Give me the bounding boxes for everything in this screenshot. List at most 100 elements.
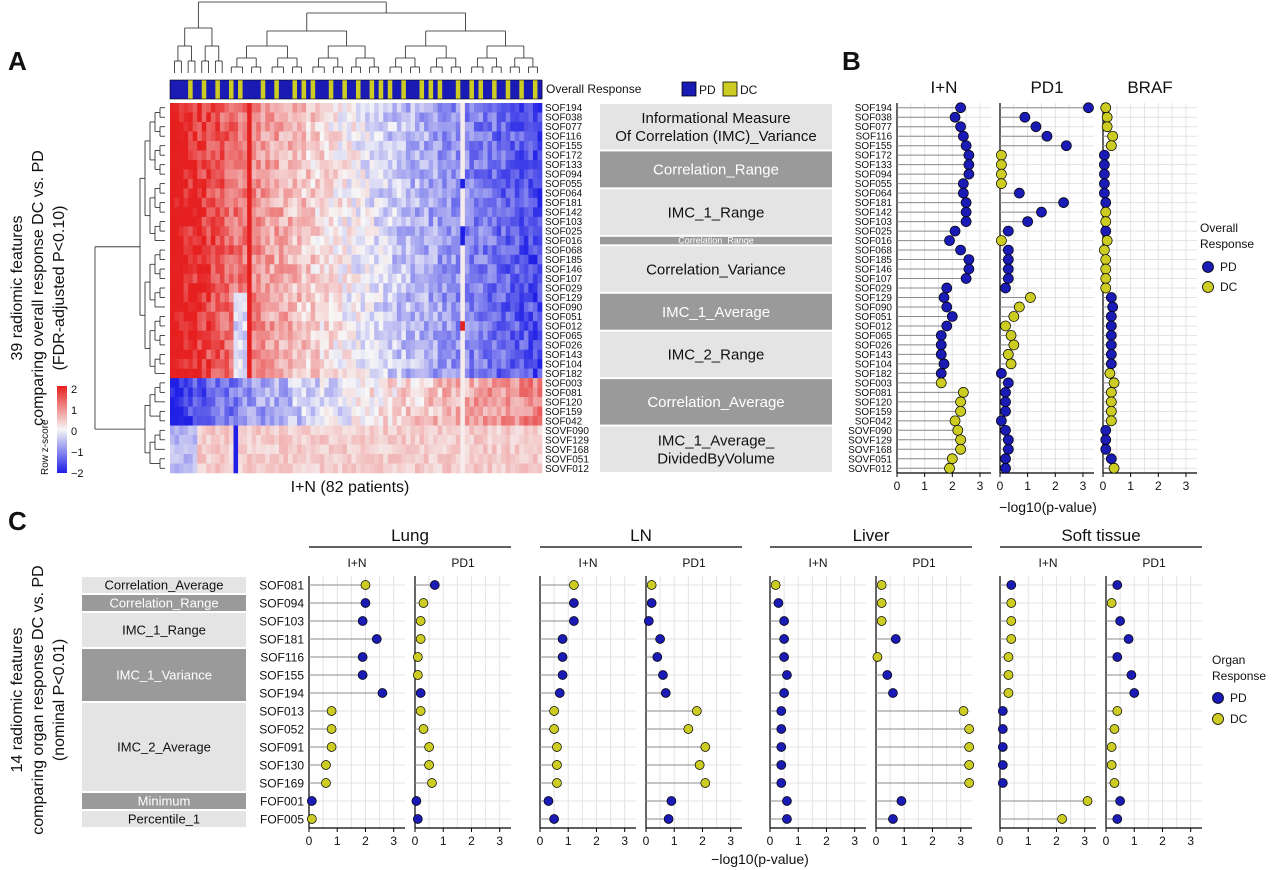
heatmap-cell [346, 340, 352, 350]
heatmap-cell [460, 387, 466, 398]
heatmap-cell [424, 425, 429, 436]
heatmap-cell [215, 178, 221, 189]
heatmap-cell [328, 397, 334, 407]
heatmap-cell [206, 444, 212, 455]
heatmap-cell [473, 103, 479, 113]
heatmap-cell [179, 207, 184, 218]
data-point [946, 453, 958, 465]
heatmap-cell [487, 406, 493, 417]
annotation-cell [247, 80, 252, 99]
heatmap-cell [197, 103, 203, 113]
heatmap-cell [464, 454, 470, 464]
heatmap-cell [188, 169, 193, 180]
heatmap-cell [478, 131, 484, 142]
heatmap-cell [242, 321, 248, 331]
heatmap-cell [274, 264, 280, 275]
heatmap-cell [401, 292, 407, 303]
heatmap-cell [292, 397, 298, 407]
heatmap-cell [247, 416, 252, 426]
data-point [996, 415, 1007, 427]
heatmap-cell [451, 349, 457, 360]
heatmap-cell [396, 387, 402, 398]
heatmap-cell [424, 235, 429, 246]
heatmap-cell [206, 216, 212, 227]
heatmap-cell [519, 264, 525, 275]
heatmap-cell [265, 378, 271, 388]
data-point [415, 706, 426, 716]
heatmap-cell [333, 150, 339, 161]
heatmap-cell [183, 368, 189, 379]
heatmap-cell [301, 397, 307, 407]
annotation-cell [424, 80, 429, 99]
heatmap-cell [455, 159, 461, 170]
heatmap-cell [174, 340, 180, 350]
heatmap-cell [501, 444, 507, 455]
heatmap-cell [210, 103, 216, 113]
heatmap-cell [201, 197, 207, 208]
heatmap-cell [278, 283, 284, 294]
heatmap-cell [346, 159, 352, 170]
heatmap-cell [301, 159, 307, 170]
feature-group-box [600, 426, 832, 472]
data-point [412, 814, 423, 824]
heatmap-cell [219, 273, 225, 284]
heatmap-cell [446, 197, 452, 208]
heatmap-cell [206, 254, 212, 265]
heatmap-cell [292, 273, 298, 284]
data-point [415, 616, 426, 626]
heatmap-cell [228, 311, 234, 322]
heatmap-cell [233, 103, 239, 113]
heatmap-cell [174, 150, 180, 161]
heatmap-cell [297, 349, 302, 360]
heatmap-cell [238, 131, 243, 142]
heatmap-cell [414, 254, 420, 265]
heatmap-cell [179, 397, 184, 407]
heatmap-cell [310, 131, 316, 142]
data-point [955, 102, 966, 114]
heatmap-cell [301, 283, 307, 294]
heatmap-cell [378, 454, 384, 464]
heatmap-cell [378, 140, 384, 151]
heatmap-cell [437, 435, 443, 445]
heatmap-cell [310, 197, 316, 208]
heatmap-cell [383, 245, 389, 256]
heatmap-cell [287, 406, 293, 417]
heatmap-cell [206, 406, 212, 417]
heatmap-cell [374, 207, 379, 218]
heatmap-cell [405, 416, 411, 426]
heatmap-cell [188, 197, 193, 208]
heatmap-cell [455, 131, 461, 142]
heatmap-cell [537, 197, 543, 208]
heatmap-cell [410, 311, 416, 322]
heatmap-cell [451, 425, 457, 436]
heatmap-cell [192, 406, 198, 417]
heatmap-cell [170, 150, 175, 161]
heatmap-cell [247, 245, 252, 256]
heatmap-cell [183, 330, 189, 341]
heatmap-cell [174, 292, 180, 303]
heatmap-cell [428, 292, 434, 303]
heatmap-cell [297, 378, 302, 388]
heatmap-cell [442, 216, 448, 227]
heatmap-cell [197, 254, 203, 265]
heatmap-cell [433, 416, 438, 426]
annotation-cell [306, 80, 311, 99]
data-point [1100, 225, 1112, 237]
data-point [683, 724, 694, 734]
heatmap-cell [242, 368, 248, 379]
heatmap-cell [269, 292, 275, 303]
heatmap-cell [451, 131, 457, 142]
heatmap-cell [297, 406, 302, 417]
heatmap-cell [333, 131, 339, 142]
heatmap-cell [242, 150, 248, 161]
heatmap-cell [197, 169, 203, 180]
heatmap-cell [342, 349, 348, 360]
heatmap-cell [256, 235, 262, 246]
heatmap-cell [192, 311, 198, 322]
data-point [1126, 670, 1137, 680]
heatmap-cell [247, 235, 252, 246]
heatmap-cell [469, 368, 475, 379]
heatmap-cell [201, 425, 207, 436]
heatmap-cell [251, 311, 257, 322]
heatmap-cell [478, 273, 484, 284]
